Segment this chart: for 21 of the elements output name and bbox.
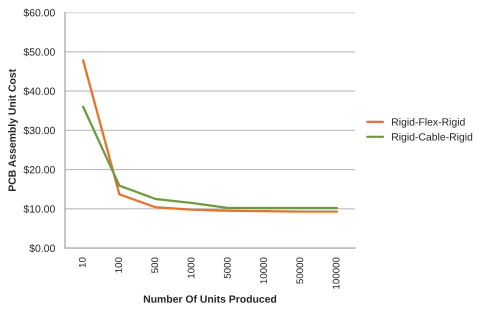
y-tick-label: $30.00 bbox=[24, 126, 55, 135]
x-axis-title: Number Of Units Produced bbox=[144, 295, 276, 303]
legend-label: Rigid-Cable-Rigid bbox=[392, 132, 472, 143]
y-tick-label: $40.00 bbox=[24, 87, 55, 96]
y-tick-label: $10.00 bbox=[24, 204, 55, 214]
y-tick-label: $0.00 bbox=[29, 244, 55, 253]
x-tick-label: 10000 bbox=[260, 257, 267, 284]
x-tick-label: 500 bbox=[151, 257, 158, 273]
x-tick-label: 5000 bbox=[224, 257, 231, 278]
y-tick-label: $20.00 bbox=[24, 166, 55, 174]
line-series bbox=[82, 106, 338, 210]
x-tick-label: 100 bbox=[115, 257, 122, 273]
y-tick-label: $60.00 bbox=[24, 8, 55, 18]
x-tick-label: 100000 bbox=[332, 257, 340, 289]
y-tick-label: $50.00 bbox=[24, 48, 55, 56]
legend-label: Rigid-Flex-Rigid bbox=[392, 118, 465, 128]
y-axis-title: PCB Assembly Unit Cost bbox=[8, 68, 18, 192]
x-tick-label: 10 bbox=[78, 257, 86, 268]
x-tick-label: 1000 bbox=[188, 257, 194, 278]
x-tick-label: 50000 bbox=[296, 257, 304, 284]
line-series bbox=[82, 59, 338, 213]
